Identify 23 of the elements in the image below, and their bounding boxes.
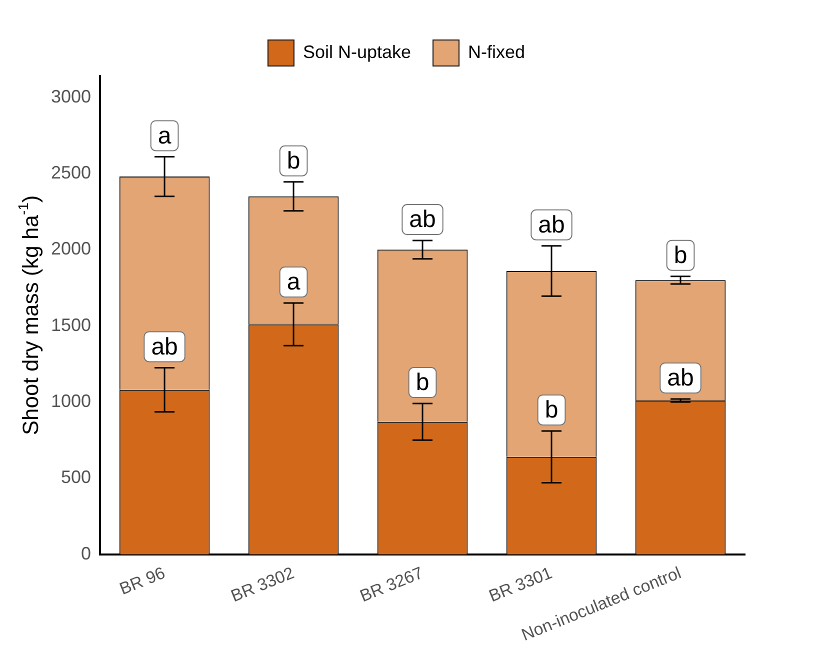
y-tick-label: 1000	[50, 390, 92, 411]
x-tick-label: BR 96	[116, 563, 168, 599]
y-tick-label: 3000	[50, 86, 92, 106]
annotation: b	[416, 369, 430, 396]
y-tick-label: 500	[60, 467, 92, 488]
y-axis-title: Shoot dry mass (kg ha-1)	[15, 195, 43, 436]
annotation: ab	[667, 364, 694, 392]
x-tick-label: BR 3302	[228, 563, 297, 606]
annotation: ab	[538, 211, 565, 238]
annotation: ab	[409, 206, 436, 234]
legend-label: N-fixed	[468, 42, 526, 62]
legend-label: Soil N-uptake	[302, 42, 412, 62]
x-tick-label: BR 3267	[357, 563, 426, 606]
y-tick-label: 0	[81, 543, 92, 564]
y-tick-label: 2000	[50, 238, 92, 259]
y-tick-label: 1500	[50, 314, 92, 335]
annotation: a	[286, 268, 301, 296]
y-tick-label: 2500	[50, 162, 92, 182]
annotation: a	[158, 122, 172, 150]
annotation: ab	[151, 333, 178, 360]
annotation: b	[674, 242, 688, 269]
annotation: b	[544, 396, 558, 424]
annotation: b	[286, 148, 300, 175]
